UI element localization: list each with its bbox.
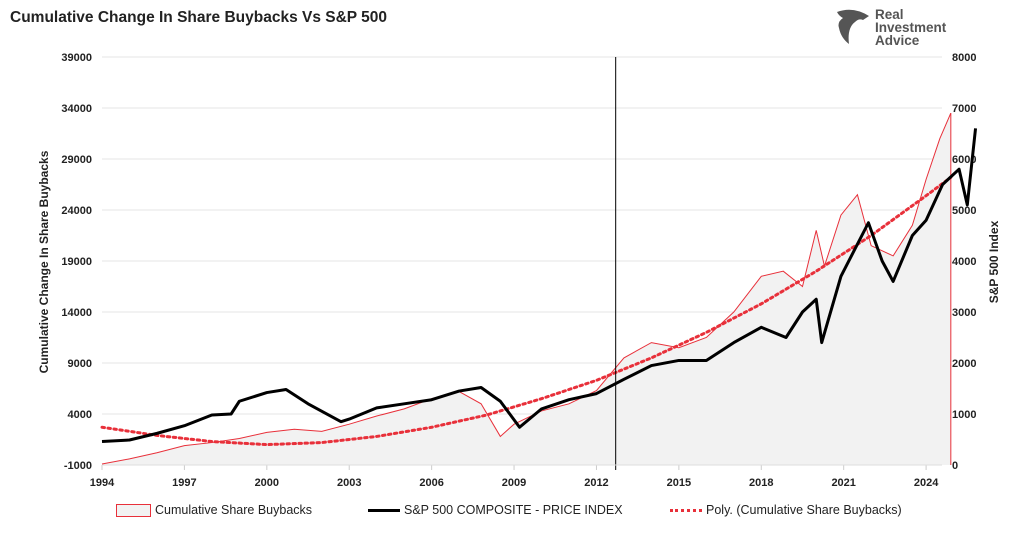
y2-tick-label: 4000 (952, 256, 976, 268)
x-tick-label: 2000 (255, 477, 279, 489)
legend-swatch-line (368, 508, 400, 512)
eagle-logo-icon (837, 9, 869, 44)
y-tick-label: 24000 (61, 205, 92, 217)
poly-trendline (100, 175, 953, 447)
y-tick-label: 14000 (61, 307, 92, 319)
x-tick-label: 2015 (667, 477, 691, 489)
legend-item-buybacks: Cumulative Share Buybacks (116, 503, 312, 517)
legend-label: S&P 500 COMPOSITE - PRICE INDEX (404, 503, 623, 517)
y2-tick-label: 3000 (952, 307, 976, 319)
x-tick-label: 2021 (831, 477, 855, 489)
y2-axis-title: S&P 500 Index (987, 220, 1001, 303)
logo: Real Investment Advice (835, 8, 985, 54)
x-tick-label: 2024 (914, 477, 939, 489)
y-tick-label: 34000 (61, 103, 92, 115)
y-tick-label: 9000 (68, 358, 92, 370)
logo-word: Advice (875, 33, 920, 48)
logo-word: Investment (875, 20, 947, 35)
y2-tick-label: 8000 (952, 52, 976, 64)
y2-tick-label: 1000 (952, 409, 976, 421)
x-tick-label: 1997 (172, 477, 196, 489)
buybacks-area (102, 113, 951, 465)
x-tick-label: 2003 (337, 477, 361, 489)
legend-item-poly: Poly. (Cumulative Share Buybacks) (670, 503, 902, 517)
x-tick-label: 1994 (90, 477, 115, 489)
sp500-line (101, 128, 978, 444)
logo-text: Real Investment Advice (875, 7, 947, 48)
logo-word: Real (875, 7, 904, 22)
legend-item-sp500: S&P 500 COMPOSITE - PRICE INDEX (368, 503, 623, 517)
legend-label: Poly. (Cumulative Share Buybacks) (706, 503, 902, 517)
y-tick-label: 29000 (61, 154, 92, 166)
y-tick-label: 19000 (61, 256, 92, 268)
y2-tick-label: 2000 (952, 358, 976, 370)
x-tick-label: 2006 (419, 477, 443, 489)
legend-swatch-area (116, 503, 151, 517)
x-tick-label: 2018 (749, 477, 773, 489)
y-tick-label: -1000 (64, 460, 92, 472)
legend-swatch-dotted (670, 508, 702, 512)
y2-tick-label: 7000 (952, 103, 976, 115)
y-tick-label: 4000 (68, 409, 92, 421)
x-tick-label: 2009 (502, 477, 526, 489)
y-tick-label: 39000 (61, 52, 92, 64)
legend-label: Cumulative Share Buybacks (155, 503, 313, 517)
y2-tick-label: 5000 (952, 205, 976, 217)
y2-tick-label: 0 (952, 460, 958, 472)
x-tick-label: 2012 (584, 477, 608, 489)
chart-title: Cumulative Change In Share Buybacks Vs S… (10, 9, 388, 26)
y-axis-title: Cumulative Change In Share Buybacks (37, 150, 51, 373)
